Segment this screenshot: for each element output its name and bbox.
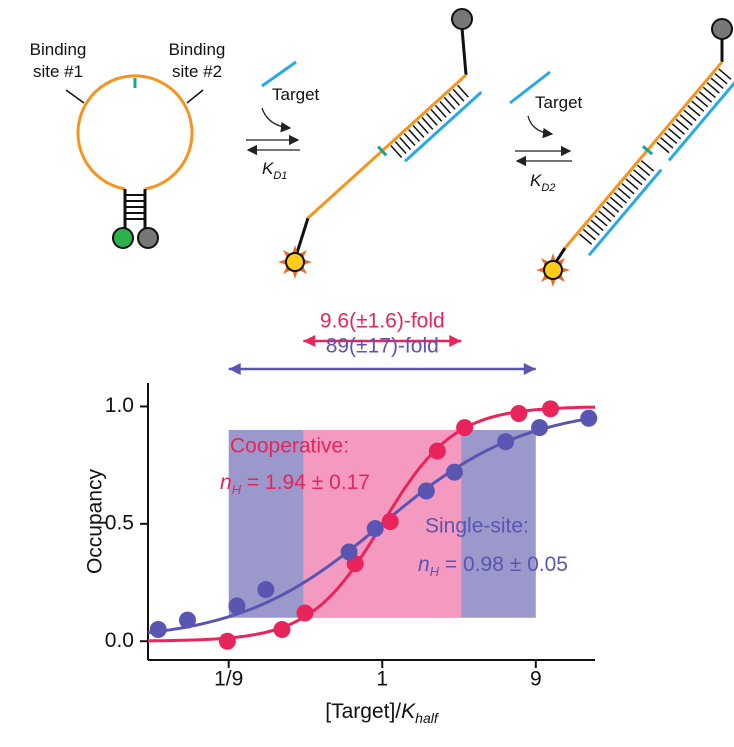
data-point: [456, 419, 473, 436]
arrow: [262, 108, 290, 128]
quencher: [452, 9, 472, 29]
data-point: [296, 605, 313, 622]
label: Target: [272, 85, 320, 104]
fold-label: 9.6(±1.6)-fold: [320, 310, 445, 333]
label: KD2: [530, 171, 555, 194]
fit-label: = 0.98 ± 0.05: [439, 553, 568, 576]
y-axis-label: Occupancy: [84, 468, 107, 574]
diagram: Binding site #1 Binding site #2 Target K…: [30, 9, 734, 287]
data-point: [341, 544, 358, 561]
fluorophore: [286, 253, 304, 271]
data-point: [273, 621, 290, 638]
data-point: [510, 405, 527, 422]
label: site #1: [33, 62, 83, 81]
probe-strand: [565, 62, 722, 248]
label: K: [262, 159, 274, 178]
x-tick-label: 1: [376, 668, 388, 691]
x-axis-label: [Target]/Khalf: [325, 700, 440, 726]
pointer: [66, 90, 84, 103]
label: D1: [273, 170, 287, 182]
data-point: [497, 433, 514, 450]
data-point: [446, 464, 463, 481]
y-tick-label: 0.0: [105, 629, 134, 652]
data-point: [367, 520, 384, 537]
data-point: [542, 400, 559, 417]
duplex: [278, 9, 481, 279]
fold-label: 89(±17)-fold: [326, 335, 439, 358]
data-point: [418, 482, 435, 499]
y-tick-label: 0.5: [105, 511, 134, 534]
linker: [296, 218, 308, 256]
quencher: [712, 19, 732, 39]
target-strand: [405, 92, 481, 161]
arrowhead: [229, 363, 241, 375]
label: Binding: [169, 40, 226, 59]
target-strand: [669, 77, 734, 160]
label: KD1: [262, 159, 287, 182]
target-strand: [262, 62, 296, 86]
fit-label: nH = 0.98 ± 0.05: [418, 553, 568, 580]
label: D2: [541, 182, 555, 194]
quencher: [138, 228, 158, 248]
data-point: [580, 410, 597, 427]
fit-label: n: [418, 553, 430, 576]
arrowhead: [524, 363, 536, 375]
chart: 0.0 0.5 1.0 1/9 1 9 Occupancy [Target]/Khalf 9.6…: [84, 310, 598, 726]
data-point: [179, 612, 196, 629]
y-tick-label: 1.0: [105, 394, 134, 417]
probe-loop: [78, 76, 192, 189]
fluorophore: [544, 261, 562, 279]
label: site #2: [172, 62, 222, 81]
fit-label: = 1.94 ± 0.17: [241, 471, 370, 494]
arrowhead: [303, 335, 315, 347]
x-tick-label: 9: [530, 668, 542, 691]
label: Binding: [30, 40, 87, 59]
fluorophore: [113, 228, 133, 248]
fit-label: nH = 1.94 ± 0.17: [220, 471, 370, 498]
figure: Binding site #1 Binding site #2 Target K…: [0, 0, 734, 747]
legend-label: Single-site:: [425, 515, 529, 538]
x-axis-label: K: [401, 700, 416, 723]
data-point: [150, 621, 167, 638]
data-point: [257, 581, 274, 598]
data-point: [228, 598, 245, 615]
stem-rungs: [125, 195, 145, 219]
x-axis-label: half: [415, 710, 440, 726]
fit-label: n: [220, 471, 232, 494]
probe-strand: [308, 75, 466, 218]
pointer: [187, 90, 203, 103]
arrow: [528, 116, 552, 134]
duplex: [536, 19, 734, 287]
data-point: [382, 513, 399, 530]
data-point: [531, 419, 548, 436]
legend-label: Cooperative:: [230, 435, 349, 458]
x-tick-label: 1/9: [214, 668, 243, 691]
data-point: [429, 443, 446, 460]
label: Target: [535, 93, 583, 112]
data-point: [219, 633, 236, 650]
x-axis-label: [Target]/: [325, 700, 401, 723]
linker: [462, 28, 466, 75]
arrowhead: [449, 335, 461, 347]
label: K: [530, 171, 542, 190]
